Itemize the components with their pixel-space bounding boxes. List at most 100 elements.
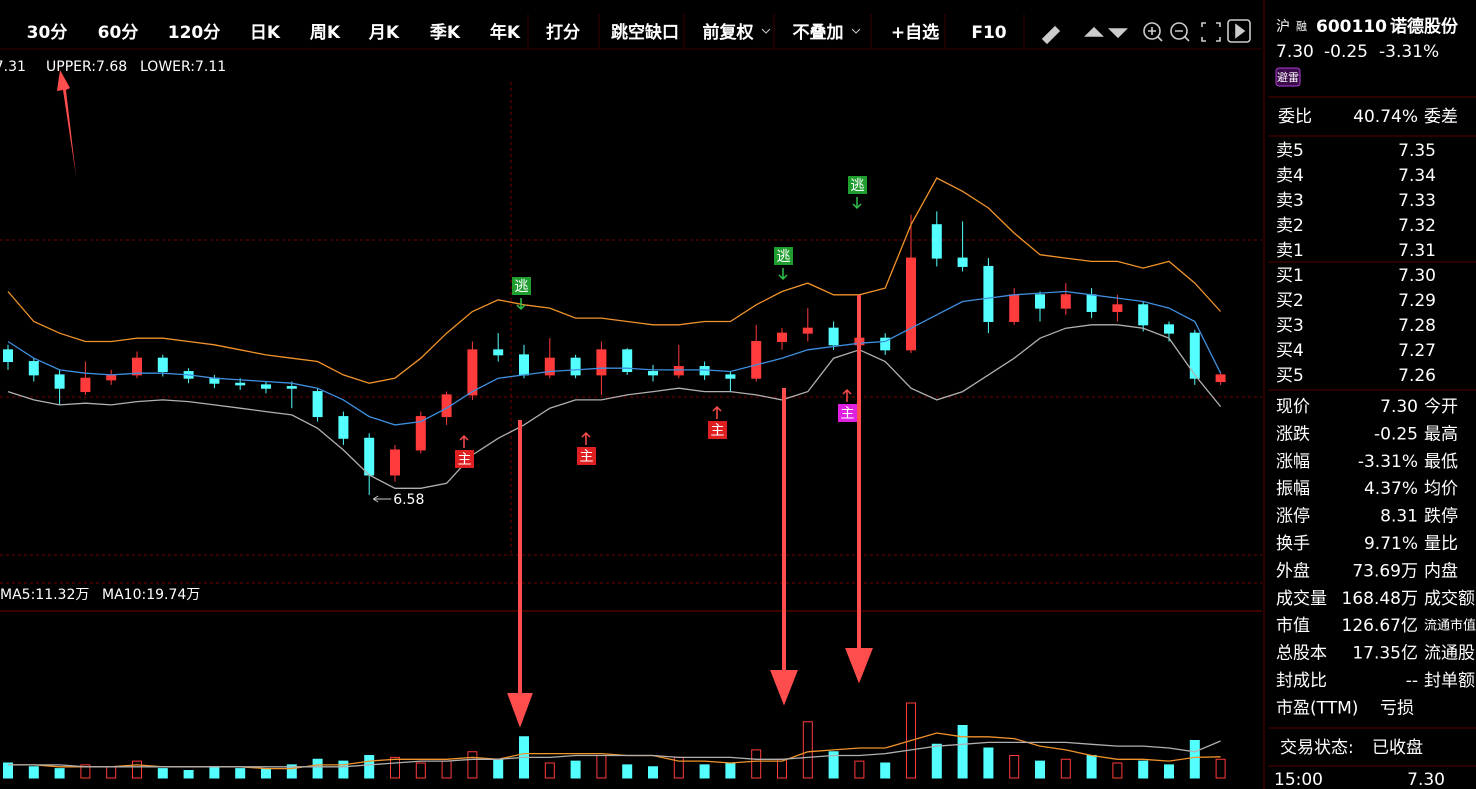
volume-bar [106,766,117,779]
main-marker: 主 [711,423,725,439]
book-label: 买5 [1276,366,1304,386]
volume-bar [390,756,400,779]
annotation-arrow [770,388,798,706]
zoom-out[interactable] [1170,22,1188,40]
volume-bar [802,721,813,779]
tool-button[interactable]: F10 [971,23,1006,43]
tool-button[interactable]: 前复权 [703,22,755,43]
stat-value: -0.25 [1374,424,1418,444]
period-tab[interactable]: 月K [368,23,400,43]
volume-bar [261,768,271,779]
candle-body [54,374,65,389]
zoom-in-glyph [1148,27,1163,42]
candle-body [493,349,504,356]
volume-ma10-line [8,740,1221,768]
book-label: 卖3 [1276,191,1304,211]
quote-panel: 沪融 600110 诺德股份 7.30 -0.25 -3.31% 避雷委比 40.74% 委差卖… [1268,16,1476,789]
zoom-in[interactable] [1143,22,1161,40]
price: 7.30 [1276,42,1314,62]
next-button[interactable] [1227,19,1251,43]
candle-body [880,337,891,351]
volume-bar [828,751,839,779]
up-icon[interactable] [1084,26,1104,37]
annotation-arrow [507,420,533,728]
stat-label2: 量比 [1424,534,1458,554]
period-tab[interactable]: 60分 [98,23,139,43]
stat-value: 4.37% [1364,479,1418,499]
volume-bar [931,743,942,779]
stat-label: 换手 [1276,534,1310,554]
candle-body [157,357,168,373]
stat-label: 市盈(TTM) [1276,698,1358,718]
low-label: 6.58 [393,492,424,508]
tool-button[interactable]: 跳空缺口 [611,22,679,43]
period-tab[interactable]: 年K [490,22,521,43]
main-marker: 主 [841,406,855,422]
volume-bar [1215,758,1226,779]
volume-bar [286,764,297,779]
fullscreen[interactable] [1201,22,1221,42]
escape-marker: 逃 [851,178,865,194]
tool-button[interactable]: +自选 [891,22,939,43]
toolbar-icons [1023,14,1251,48]
volume-bar [648,766,658,779]
candle-body [390,449,400,476]
period-tab[interactable]: 季K [430,22,461,43]
down-icon[interactable] [1108,28,1128,39]
book-price: 7.34 [1398,166,1436,186]
candle-body [725,374,736,379]
annotations [57,70,873,728]
main-marker-box [838,404,857,422]
annotation-arrow [845,295,873,684]
candle-body [802,327,813,334]
main-marker: 主 [580,449,594,465]
stat-label: 成交量 [1276,589,1327,609]
volume-bar [312,758,323,779]
volume-bar [493,758,504,779]
candle-body [1138,304,1149,326]
change: -0.25 [1324,42,1368,62]
candle-body [261,384,271,389]
escape-marker: 逃 [777,249,791,265]
volume-bar [441,760,452,779]
ratio-label2: 委差 [1424,107,1458,127]
stat-label: 涨跌 [1276,424,1310,444]
status-label: 交易状态: [1280,738,1354,758]
volume-bar [1086,755,1097,779]
volume-bar [1060,758,1071,779]
signal-markers: 主 主 主 主 逃 逃 逃 [455,176,867,468]
volume-bar [983,747,994,779]
tool-button[interactable]: 不叠加 [793,23,844,43]
book-price: 7.29 [1398,291,1436,311]
book-price: 7.31 [1398,241,1436,261]
stat-value: -- [1406,671,1418,691]
stat-value: 73.69万 [1352,561,1418,581]
ratio-value: 40.74% [1353,107,1418,127]
stat-label: 市值 [1276,616,1310,636]
candle-body [1112,304,1123,312]
period-tab[interactable]: 日K [250,23,281,43]
tool-button[interactable]: 打分 [546,22,580,43]
period-tab[interactable]: 30分 [27,23,68,43]
period-tab[interactable]: 周K [310,23,341,43]
volume-bar [338,760,349,779]
period-tab[interactable]: 120分 [168,23,221,43]
next-glyph [1235,23,1246,39]
book-label: 买4 [1276,341,1304,361]
stat-label2: 封单额 [1424,671,1475,691]
stock-code: 600110 [1316,17,1387,37]
candle-body [364,437,375,476]
annotation-arrow [57,70,76,176]
draw-icon[interactable] [1041,25,1061,45]
marker-arrows [459,388,852,448]
candle-body [467,349,478,396]
stat-value: 7.30 [1380,397,1418,417]
lower-line [7,324,1222,489]
candle-body [1035,294,1045,309]
trade-time: 15:00 [1274,770,1323,789]
candle-body [931,224,942,259]
candle-body [983,265,994,322]
stat-label: 涨幅 [1276,452,1310,472]
stat-label: 涨停 [1276,507,1310,527]
volume-bar [467,751,478,779]
